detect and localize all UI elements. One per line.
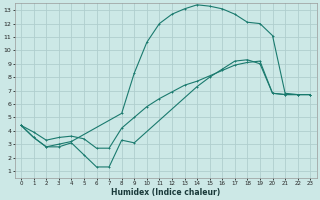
X-axis label: Humidex (Indice chaleur): Humidex (Indice chaleur) xyxy=(111,188,220,197)
